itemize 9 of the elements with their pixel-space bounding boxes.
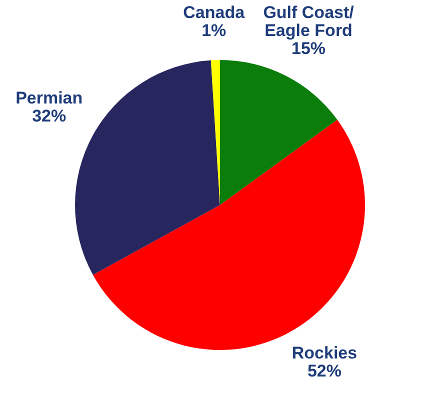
- data-label: 52%: [307, 361, 342, 380]
- data-label: 32%: [32, 106, 66, 126]
- slice-label: Rockies: [292, 343, 358, 362]
- data-label: 15%: [292, 38, 326, 58]
- data-label: 1%: [202, 21, 226, 40]
- slice-label: Canada: [183, 3, 246, 22]
- slice-label: Gulf Coast/ Eagle Ford: [263, 2, 354, 40]
- pie-slice: [220, 60, 338, 205]
- slice-label: Permian: [16, 88, 83, 108]
